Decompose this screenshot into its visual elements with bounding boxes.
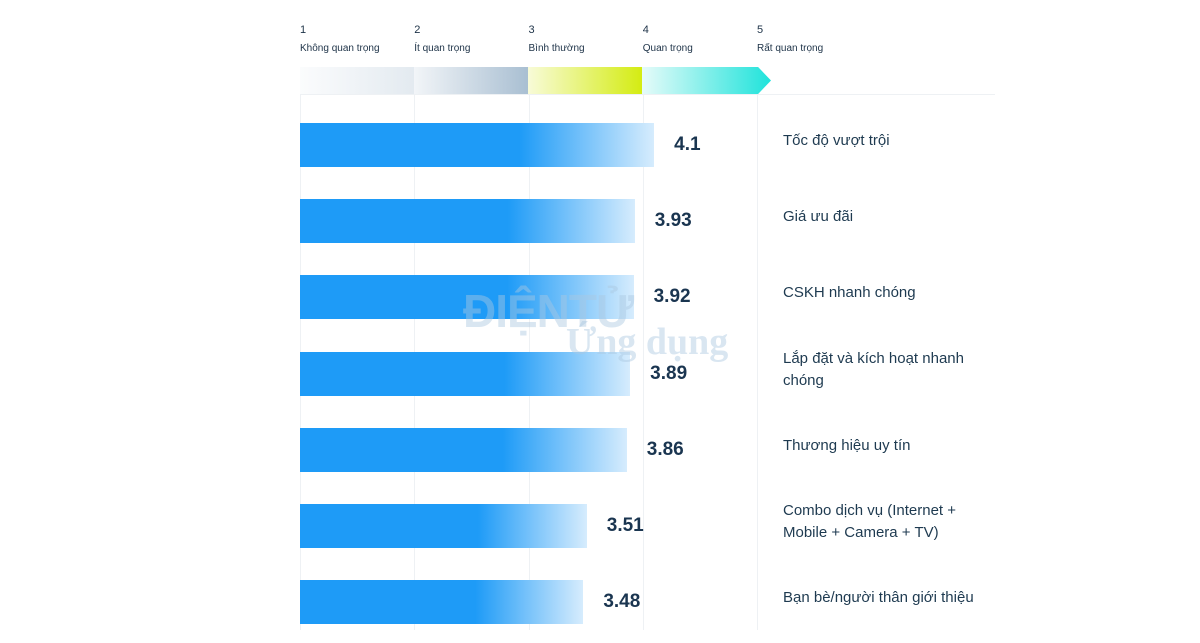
category-label: Bạn bè/người thân giới thiệu (783, 589, 974, 607)
grid-line (757, 94, 758, 630)
x-tick-description: Ít quan trọng (414, 43, 471, 54)
value-label: 3.93 (654, 210, 692, 232)
value-label: 3.92 (653, 286, 691, 308)
value-label: 3.48 (603, 591, 641, 613)
x-tick-label: 2 (414, 24, 421, 36)
bar (300, 504, 587, 548)
grid-line (642, 94, 644, 630)
x-tick-description: Bình thường (528, 43, 585, 54)
watermark: ĐIỆNTỬ (463, 285, 634, 337)
x-tick-label: 5 (757, 24, 764, 36)
category-label: Thương hiệu uy tín (783, 436, 911, 454)
x-tick-description: Không quan trọng (300, 43, 380, 54)
x-tick-description: Rất quan trọng (757, 43, 824, 54)
axis-line (300, 94, 995, 95)
scale-band (528, 67, 642, 94)
bar (300, 580, 584, 625)
x-tick-label: 4 (642, 24, 649, 36)
value-label: 3.89 (650, 362, 688, 384)
category-label: Combo dịch vụ (Internet + Mobile + Camer… (783, 502, 957, 541)
scale-band (642, 67, 771, 94)
category-label: Giá ưu đãi (783, 208, 854, 226)
bar (300, 427, 627, 472)
x-tick-description: Quan trọng (642, 43, 693, 54)
category-label: Lắp đặt và kích hoạt nhanh chóng (783, 349, 964, 389)
bar (300, 351, 631, 396)
category-label: CSKH nhanh chóng (783, 284, 916, 302)
bar (300, 275, 634, 320)
scale-band (300, 67, 414, 94)
value-label: 3.86 (646, 438, 684, 460)
value-label: 3.51 (606, 515, 644, 536)
bar (300, 123, 655, 167)
x-tick-label: 1 (300, 24, 307, 36)
watermark: Ứng dụng (566, 321, 729, 363)
bar (300, 199, 635, 244)
scale-band (414, 67, 528, 94)
value-label: 4.1 (674, 134, 701, 155)
category-label: Tốc độ vượt trội (783, 132, 890, 149)
x-tick-label: 3 (528, 24, 535, 36)
